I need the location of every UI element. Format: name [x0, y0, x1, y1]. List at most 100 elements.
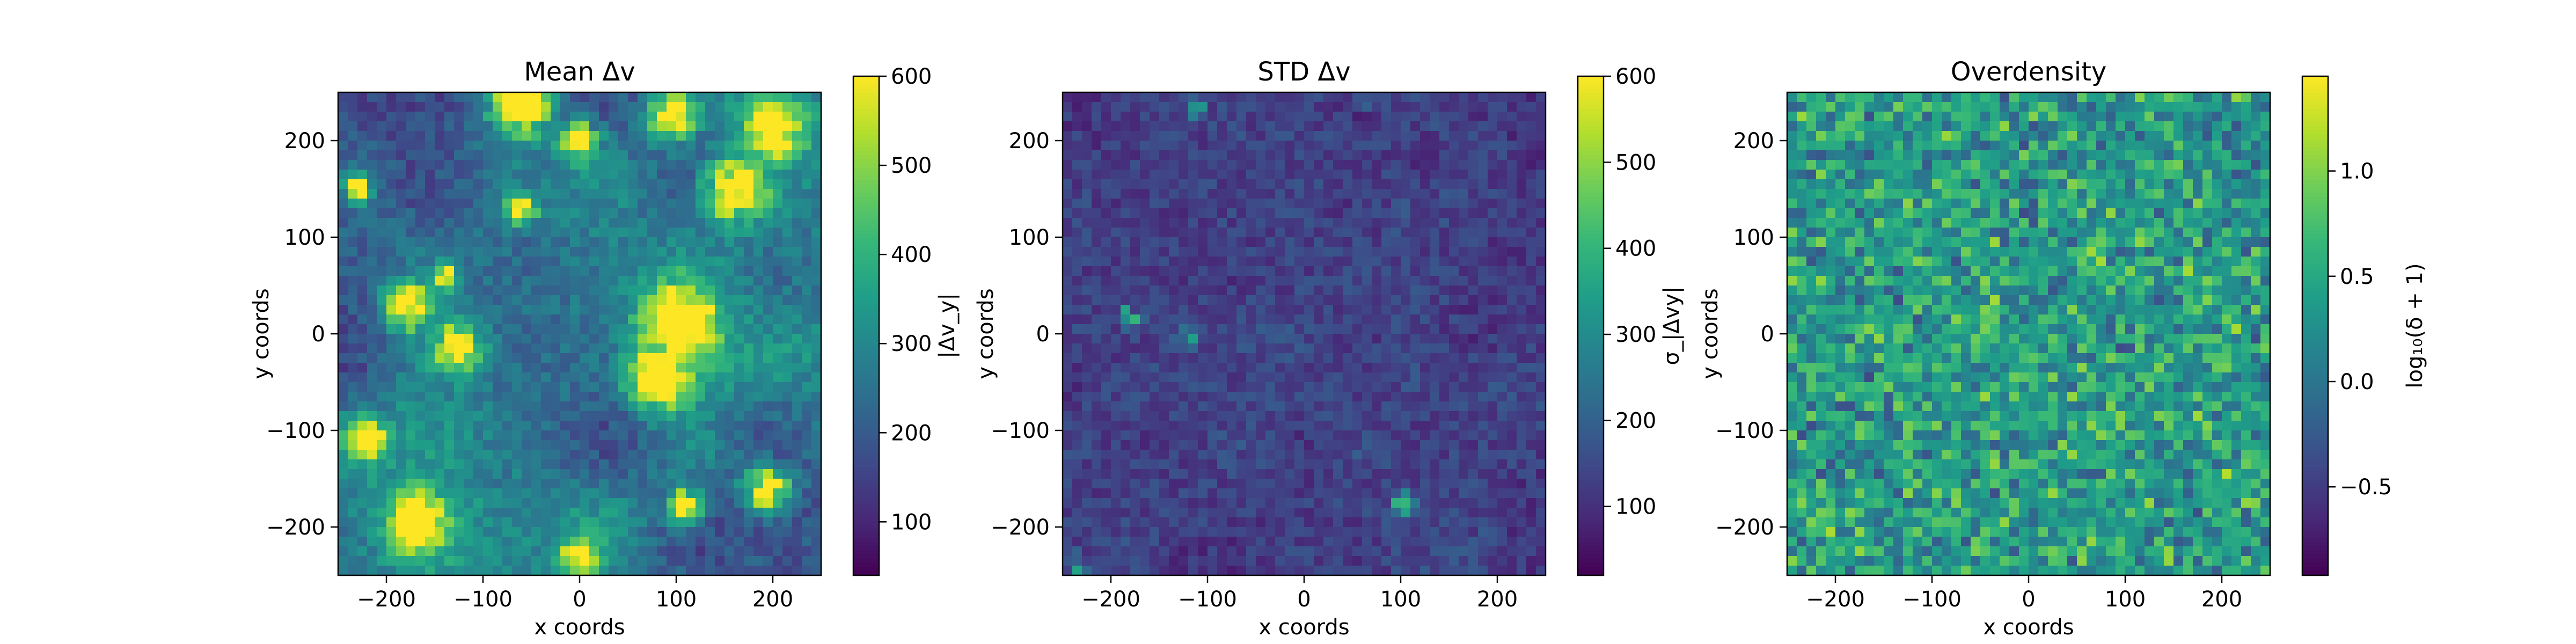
heatmap-cell — [1256, 363, 1266, 373]
heatmap-cell — [686, 131, 696, 141]
heatmap-cell — [1526, 102, 1536, 112]
heatmap-cell — [1150, 469, 1160, 479]
heatmap-cell — [1294, 353, 1305, 363]
heatmap-cell — [1121, 392, 1131, 402]
heatmap-cell — [541, 517, 551, 528]
heatmap-cell — [599, 343, 609, 354]
heatmap-cell — [1459, 189, 1469, 199]
heatmap-cell — [589, 286, 599, 296]
heatmap-cell — [483, 208, 493, 218]
heatmap-cell — [1275, 295, 1285, 305]
heatmap-cell — [1488, 421, 1498, 431]
heatmap-cell — [1072, 121, 1082, 131]
heatmap-cell — [628, 382, 638, 392]
heatmap-cell — [1208, 112, 1218, 122]
heatmap-cell — [628, 566, 638, 576]
heatmap-cell — [792, 517, 802, 528]
heatmap-cell — [1111, 247, 1121, 257]
heatmap-cell — [705, 401, 715, 412]
heatmap-cell — [618, 334, 628, 344]
heatmap-cell — [811, 247, 822, 257]
heatmap-cell — [753, 546, 764, 557]
heatmap-cell — [628, 353, 638, 363]
heatmap-cell — [811, 112, 822, 122]
heatmap-cell — [1227, 430, 1237, 441]
heatmap-cell — [1314, 498, 1324, 508]
heatmap-cell — [367, 343, 377, 354]
heatmap-cell — [696, 421, 706, 431]
heatmap-cell — [425, 160, 435, 170]
heatmap-cell — [1063, 411, 1073, 421]
heatmap-cell — [1517, 295, 1527, 305]
heatmap-cell — [377, 237, 387, 247]
heatmap-cell — [396, 179, 406, 189]
heatmap-cell — [676, 479, 686, 489]
heatmap-cell — [618, 430, 628, 441]
heatmap-cell — [444, 324, 455, 334]
heatmap-cell — [1468, 141, 1479, 151]
heatmap-cell — [792, 314, 802, 325]
heatmap-cell — [1121, 334, 1131, 344]
heatmap-cell — [676, 199, 686, 209]
heatmap-cell — [1468, 228, 1479, 238]
colorbar-step — [853, 284, 879, 289]
heatmap-cell — [444, 479, 455, 489]
heatmap-cell — [1082, 440, 1092, 450]
heatmap-cell — [1217, 266, 1227, 276]
heatmap-cell — [676, 517, 686, 528]
heatmap-cell — [1227, 517, 1237, 528]
heatmap-cell — [1246, 170, 1256, 180]
heatmap-cell — [444, 121, 455, 131]
heatmap-cell — [1362, 537, 1372, 547]
heatmap-cell — [618, 363, 628, 373]
heatmap-cell — [1227, 141, 1237, 151]
heatmap-cell — [1121, 343, 1131, 354]
heatmap-cell — [1497, 92, 1507, 103]
heatmap-cell — [1294, 131, 1305, 141]
heatmap-cell — [1111, 450, 1121, 460]
heatmap-cell — [1140, 286, 1150, 296]
heatmap-cell — [1468, 324, 1479, 334]
heatmap-cell — [628, 517, 638, 528]
heatmap-cell — [1420, 189, 1430, 199]
heatmap-cell — [377, 508, 387, 518]
heatmap-cell — [744, 257, 754, 267]
heatmap-cell — [1169, 324, 1179, 334]
heatmap-cell — [1439, 92, 1450, 103]
heatmap-cell — [1140, 179, 1150, 189]
heatmap-cell — [1082, 421, 1092, 431]
heatmap-cell — [1101, 459, 1111, 470]
heatmap-cell — [1179, 334, 1189, 344]
heatmap-cell — [444, 237, 455, 247]
heatmap-cell — [1082, 170, 1092, 180]
heatmap-cell — [406, 295, 416, 305]
heatmap-cell — [802, 141, 812, 151]
heatmap-cell — [1111, 112, 1121, 122]
heatmap-cell — [1536, 305, 1546, 315]
heatmap-cell — [676, 488, 686, 499]
heatmap-cell — [811, 508, 822, 518]
heatmap-cell — [570, 334, 580, 344]
heatmap-cell — [357, 121, 368, 131]
heatmap-cell — [502, 334, 513, 344]
heatmap-cell — [406, 450, 416, 460]
heatmap-cell — [609, 411, 619, 421]
heatmap-cell — [1507, 508, 1517, 518]
heatmap-cell — [1536, 430, 1546, 441]
heatmap-cell — [1169, 266, 1179, 276]
heatmap-cell — [1410, 411, 1421, 421]
heatmap-cell — [589, 102, 599, 112]
heatmap-cell — [647, 266, 657, 276]
heatmap-cell — [1227, 440, 1237, 450]
heatmap-cell — [502, 208, 513, 218]
heatmap-cell — [1439, 305, 1450, 315]
heatmap-cell — [1169, 430, 1179, 441]
heatmap-cell — [1497, 343, 1507, 354]
heatmap-cell — [406, 459, 416, 470]
heatmap-cell — [551, 546, 561, 557]
heatmap-cell — [628, 469, 638, 479]
heatmap-cell — [580, 508, 590, 518]
heatmap-cell — [1497, 363, 1507, 373]
heatmap-cell — [792, 218, 802, 228]
heatmap-cell — [483, 566, 493, 576]
